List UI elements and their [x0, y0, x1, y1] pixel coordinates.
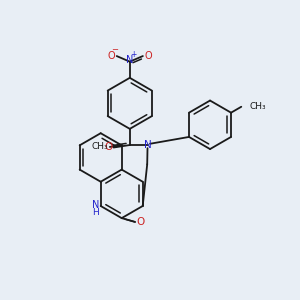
Text: O: O	[104, 142, 112, 152]
Text: N: N	[144, 140, 152, 150]
Text: CH₃: CH₃	[250, 102, 267, 111]
Text: H: H	[92, 208, 99, 217]
Text: N: N	[126, 56, 134, 65]
Text: +: +	[130, 50, 137, 59]
Text: O: O	[108, 51, 115, 61]
Text: O: O	[136, 218, 145, 227]
Text: −: −	[111, 45, 118, 54]
Text: O: O	[144, 51, 152, 61]
Text: N: N	[92, 200, 99, 210]
Text: CH₃: CH₃	[92, 142, 108, 152]
